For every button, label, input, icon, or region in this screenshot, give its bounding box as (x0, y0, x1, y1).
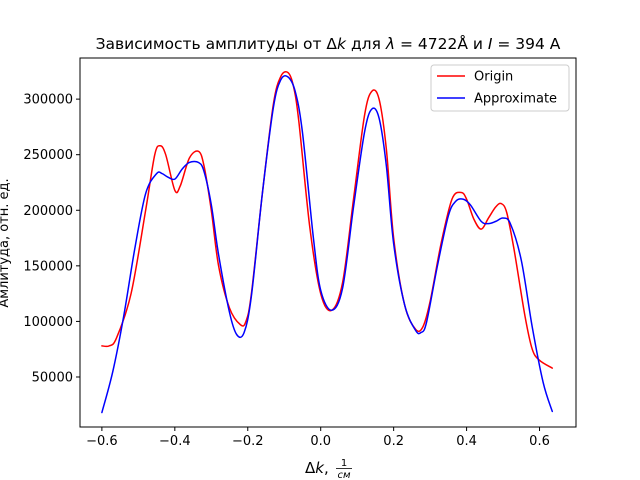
title-part: I (488, 35, 493, 53)
title-part: и (468, 35, 488, 53)
title-part: = 394 А (492, 35, 560, 53)
chart-title: Зависимость амплитуды от Δk для λ = 4722… (96, 34, 561, 53)
legend-label-approximate: Approximate (474, 92, 557, 107)
x-tick-label: 0.2 (383, 434, 404, 449)
y-tick-label: 200000 (23, 204, 73, 219)
series-layer (101, 71, 554, 414)
y-axis-label: Амлитуда, отн. ед. (0, 178, 12, 307)
series-line-origin (101, 71, 554, 369)
title-part: Зависимость амплитуды от Δ (96, 35, 338, 53)
x-label-part: , (324, 459, 329, 477)
title-part: k (337, 35, 347, 53)
x-label-numerator: 1 (341, 458, 347, 469)
x-tick-label: −0.4 (159, 434, 191, 449)
x-tick-label: 0.0 (310, 434, 331, 449)
plot-area (79, 57, 577, 428)
x-label-part: k (315, 459, 325, 477)
title-part: λ (385, 35, 395, 53)
ticks-layer: −0.6 −0.4 −0.2 0.0 0.2 0.4 0.6 50000 100000 15000… (23, 93, 550, 449)
title-part: для (346, 35, 386, 53)
x-axis-label: Δk, 1см (305, 458, 352, 480)
x-tick-label: 0.4 (456, 434, 477, 449)
x-axis-label-text: Δk, (305, 459, 329, 477)
legend-box (430, 64, 570, 112)
x-axis-label-fraction: 1см (336, 458, 352, 480)
x-tick-label: 0.6 (529, 434, 550, 449)
y-tick-label: 100000 (23, 315, 73, 330)
legend: Origin Approximate (430, 64, 570, 112)
x-tick-label: −0.2 (232, 434, 264, 449)
legend-label-origin: Origin (474, 70, 513, 85)
y-tick-label: 50000 (32, 370, 73, 385)
title-part: = 4722 (395, 35, 457, 53)
x-label-denominator: см (337, 470, 350, 480)
title-part: Å (457, 34, 468, 53)
x-tick-label: −0.6 (86, 434, 118, 449)
x-label-part: Δ (305, 459, 316, 477)
y-tick-label: 300000 (23, 93, 73, 108)
y-tick-label: 250000 (23, 148, 73, 163)
y-tick-label: 150000 (23, 259, 73, 274)
series-line-approximate (101, 75, 554, 414)
